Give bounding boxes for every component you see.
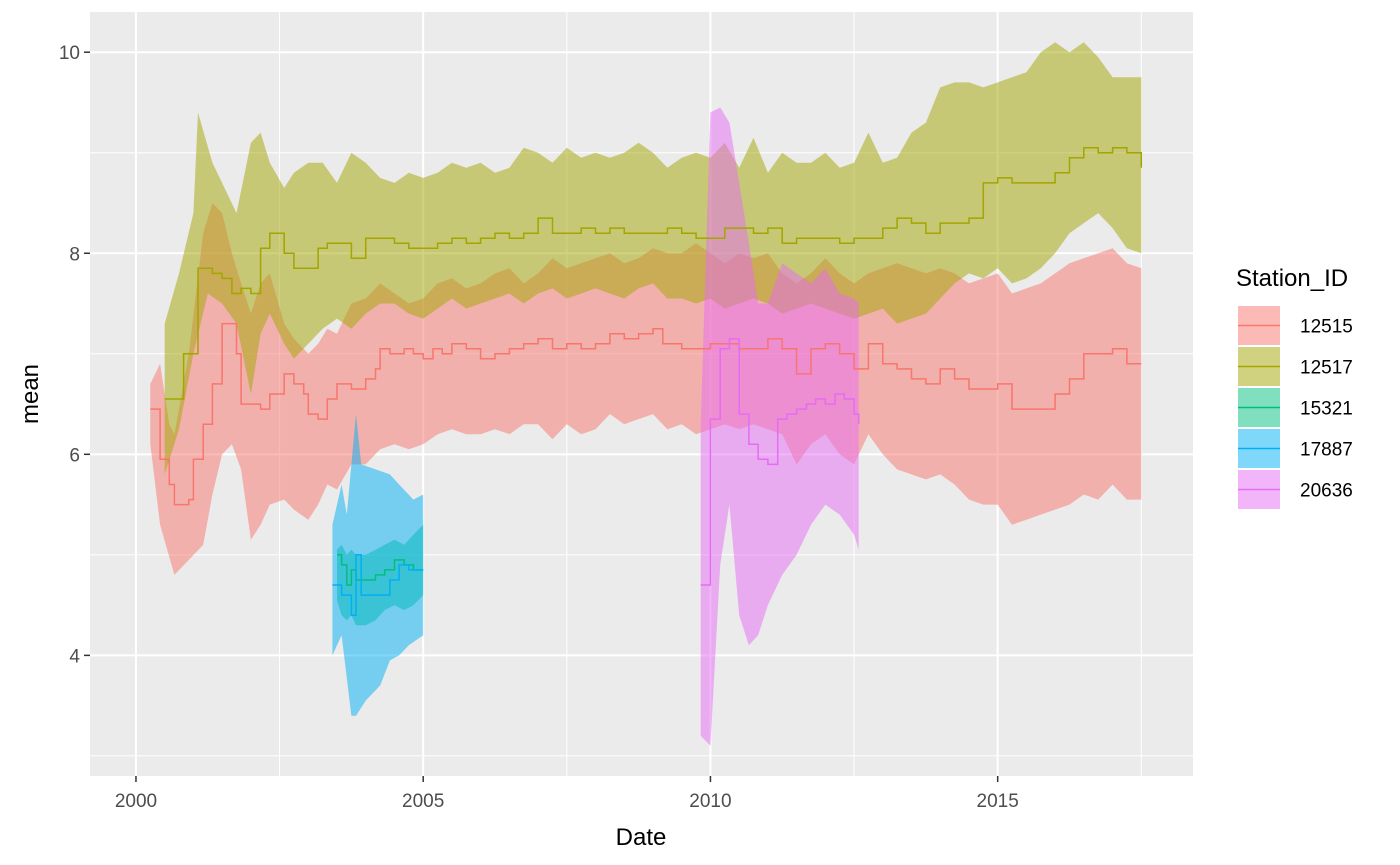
legend-label: 17887: [1300, 440, 1353, 461]
legend-item-12517: 12517: [1238, 347, 1353, 386]
legend-item-17887: 17887: [1238, 429, 1353, 468]
mean-line-12515: [150, 322, 1142, 506]
x-tick-label: 2000: [115, 791, 157, 812]
ribbon-17887: [332, 414, 424, 716]
y-tick-label: 8: [69, 244, 80, 265]
y-axis: 4 6 8 10: [59, 43, 90, 667]
x-tick-label: 2015: [977, 791, 1019, 812]
y-tick-label: 4: [69, 646, 80, 667]
ribbons: [150, 42, 1142, 746]
ribbon-12517: [164, 42, 1142, 475]
legend-label: 12515: [1300, 317, 1353, 338]
mean-line-15321: [337, 554, 424, 586]
x-axis: 2000 2005 2010 2015: [115, 776, 1019, 812]
mean-line-17887: [332, 554, 424, 616]
x-tick-label: 2005: [402, 791, 444, 812]
mean-line-20636: [700, 337, 860, 586]
y-tick-label: 10: [59, 43, 80, 64]
legend-item-15321: 15321: [1238, 388, 1353, 427]
legend-label: 15321: [1300, 399, 1353, 420]
legend-item-12515: 12515: [1238, 306, 1353, 345]
legend: Station_ID 12515 12517 15321 17887 20636: [1236, 265, 1353, 509]
legend-label: 12517: [1300, 358, 1353, 379]
mean-line-12517: [164, 146, 1143, 400]
ribbon-20636: [700, 107, 859, 746]
mean-lines: [150, 146, 1143, 616]
x-tick-label: 2010: [689, 791, 731, 812]
x-axis-title: Date: [616, 824, 667, 851]
y-axis-title: mean: [17, 364, 44, 424]
legend-item-20636: 20636: [1238, 470, 1353, 509]
legend-title: Station_ID: [1236, 265, 1348, 292]
y-tick-label: 6: [69, 445, 80, 466]
legend-label: 20636: [1300, 481, 1353, 502]
